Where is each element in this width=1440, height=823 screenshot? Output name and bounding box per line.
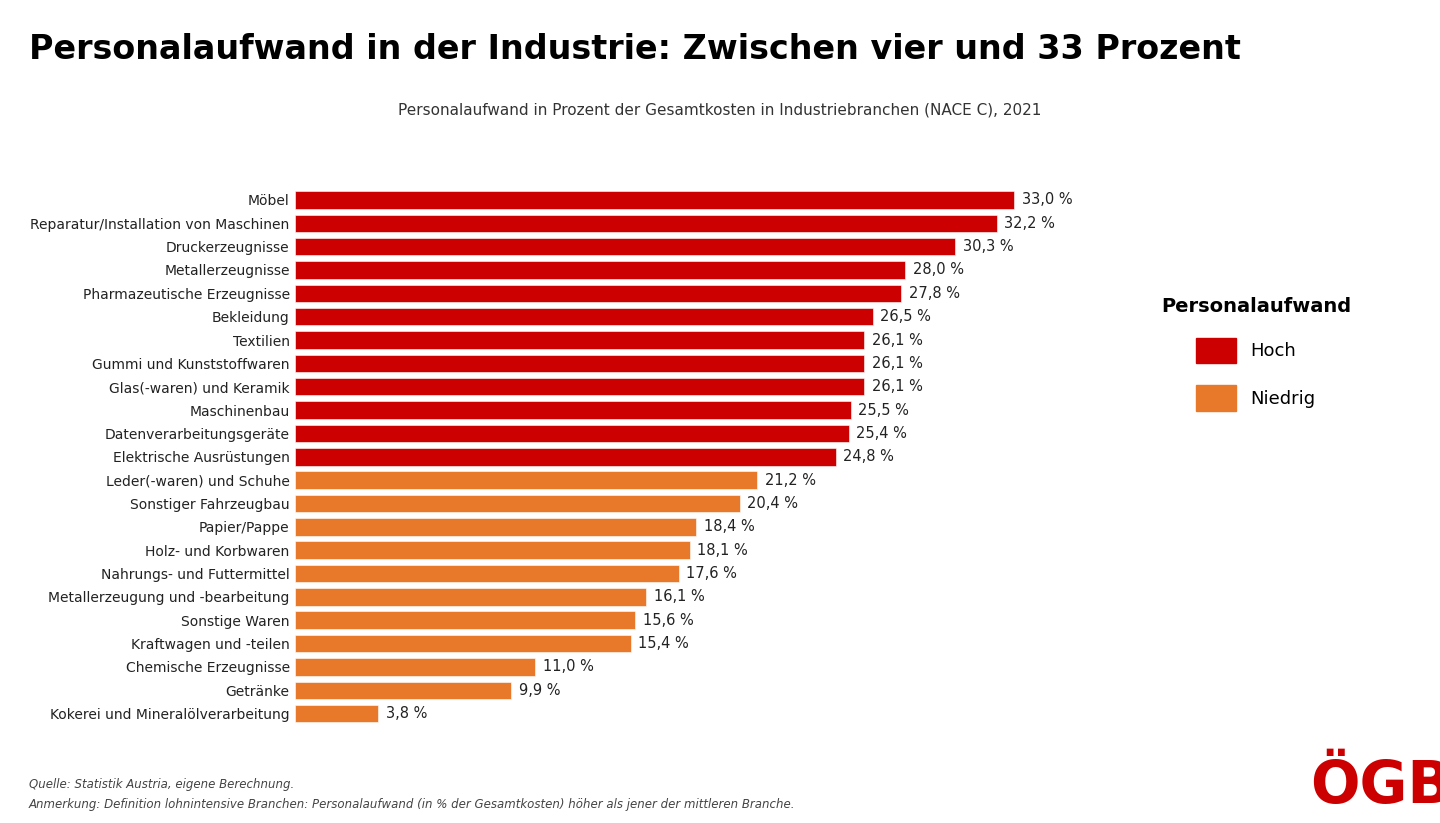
Text: 26,1 %: 26,1 % (871, 332, 923, 347)
Text: Quelle: Statistik Austria, eigene Berechnung.: Quelle: Statistik Austria, eigene Berech… (29, 778, 294, 791)
Bar (295, 588, 647, 606)
Text: 25,5 %: 25,5 % (858, 402, 909, 417)
Bar (295, 332, 864, 349)
Bar (295, 472, 757, 489)
Text: 16,1 %: 16,1 % (654, 589, 704, 604)
Bar (295, 658, 534, 676)
Bar (295, 495, 740, 512)
Bar (295, 704, 377, 723)
Text: 26,1 %: 26,1 % (871, 356, 923, 371)
Text: Anmerkung: Definition lohnintensive Branchen: Personalaufwand (in % der Gesamtko: Anmerkung: Definition lohnintensive Bran… (29, 798, 795, 811)
Bar (295, 635, 631, 653)
Text: 26,5 %: 26,5 % (880, 309, 932, 324)
Bar (295, 518, 696, 536)
Text: 24,8 %: 24,8 % (844, 449, 894, 464)
Text: 3,8 %: 3,8 % (386, 706, 428, 721)
Bar (295, 238, 955, 255)
Bar (295, 681, 511, 699)
Bar (295, 191, 1014, 209)
Bar (295, 542, 690, 559)
Bar (295, 378, 864, 396)
Text: ÖGB: ÖGB (1310, 758, 1440, 815)
Text: 15,4 %: 15,4 % (638, 636, 690, 651)
Text: 21,2 %: 21,2 % (765, 472, 816, 487)
Text: 18,1 %: 18,1 % (697, 542, 747, 558)
Text: 11,0 %: 11,0 % (543, 659, 593, 674)
Bar (295, 355, 864, 372)
Text: 25,4 %: 25,4 % (857, 426, 907, 441)
Legend: Hoch, Niedrig: Hoch, Niedrig (1161, 297, 1351, 411)
Text: 17,6 %: 17,6 % (687, 566, 737, 581)
Text: 33,0 %: 33,0 % (1022, 193, 1073, 207)
Text: 9,9 %: 9,9 % (518, 683, 560, 698)
Bar (295, 425, 848, 442)
Bar (295, 215, 996, 232)
Bar (295, 285, 901, 302)
Text: 26,1 %: 26,1 % (871, 379, 923, 394)
Text: 27,8 %: 27,8 % (909, 286, 959, 301)
Bar (295, 261, 906, 279)
Bar (295, 402, 851, 419)
Text: 32,2 %: 32,2 % (1005, 216, 1056, 230)
Text: 30,3 %: 30,3 % (963, 239, 1014, 254)
Bar (295, 565, 678, 582)
Bar (295, 308, 873, 325)
Text: Personalaufwand in Prozent der Gesamtkosten in Industriebranchen (NACE C), 2021: Personalaufwand in Prozent der Gesamtkos… (399, 103, 1041, 118)
Bar (295, 611, 635, 629)
Bar (295, 448, 835, 466)
Text: 15,6 %: 15,6 % (642, 612, 694, 628)
Text: 28,0 %: 28,0 % (913, 263, 963, 277)
Text: 20,4 %: 20,4 % (747, 496, 798, 511)
Text: Personalaufwand in der Industrie: Zwischen vier und 33 Prozent: Personalaufwand in der Industrie: Zwisch… (29, 33, 1241, 66)
Text: 18,4 %: 18,4 % (704, 519, 755, 534)
